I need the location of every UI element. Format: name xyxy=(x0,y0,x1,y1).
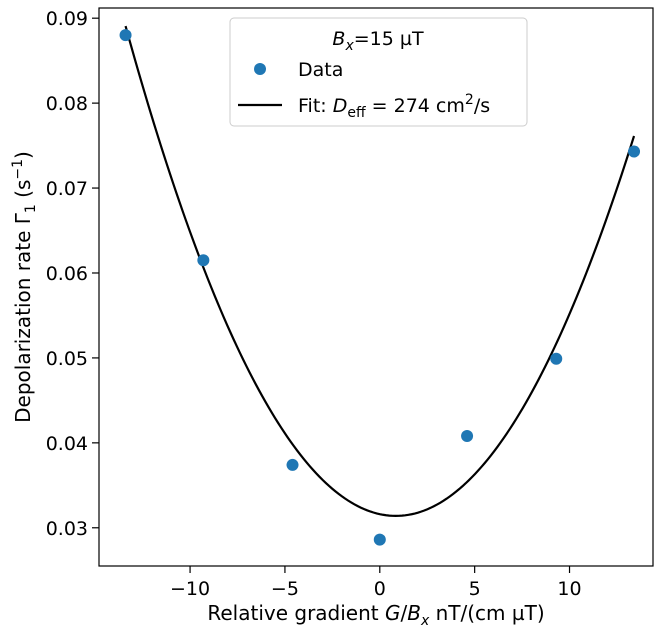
y-tick-label: 0.05 xyxy=(46,348,88,370)
y-axis-ticks: 0.03 0.04 0.05 0.06 0.07 0.08 0.09 xyxy=(46,8,99,540)
fit-curve xyxy=(124,25,636,517)
legend-data-label: Data xyxy=(298,59,343,81)
x-tick-label: 10 xyxy=(557,578,581,600)
y-tick-label: 0.06 xyxy=(46,263,88,285)
x-tick-label: 5 xyxy=(469,578,481,600)
x-tick-label: 0 xyxy=(374,578,386,600)
data-points xyxy=(119,29,641,546)
x-axis-ticks: −10 −5 0 5 10 xyxy=(170,566,582,600)
x-axis-label: Relative gradient G/Bx nT/(cm µT) xyxy=(207,601,544,627)
data-point xyxy=(197,254,210,267)
y-axis-label: Depolarization rate Γ1 (s−1) xyxy=(10,151,39,423)
y-tick-label: 0.09 xyxy=(46,8,88,30)
y-tick-label: 0.04 xyxy=(46,433,88,455)
y-tick-label: 0.03 xyxy=(46,518,88,540)
x-tick-label: −10 xyxy=(170,578,210,600)
legend: Bx=15 µT Data Fit: Deff = 274 cm2/s xyxy=(229,17,528,127)
data-point xyxy=(550,352,563,365)
data-point xyxy=(119,29,132,42)
legend-frame xyxy=(229,17,528,127)
data-point xyxy=(461,430,474,443)
data-point xyxy=(373,533,386,546)
data-point xyxy=(286,458,299,471)
legend-title: Bx=15 µT xyxy=(332,28,424,54)
data-point xyxy=(628,145,641,158)
legend-fit-label: Fit: Deff = 274 cm2/s xyxy=(298,92,490,121)
y-tick-label: 0.07 xyxy=(46,178,88,200)
legend-data-marker xyxy=(254,63,266,75)
x-tick-label: −5 xyxy=(271,578,299,600)
y-tick-label: 0.08 xyxy=(46,93,88,115)
